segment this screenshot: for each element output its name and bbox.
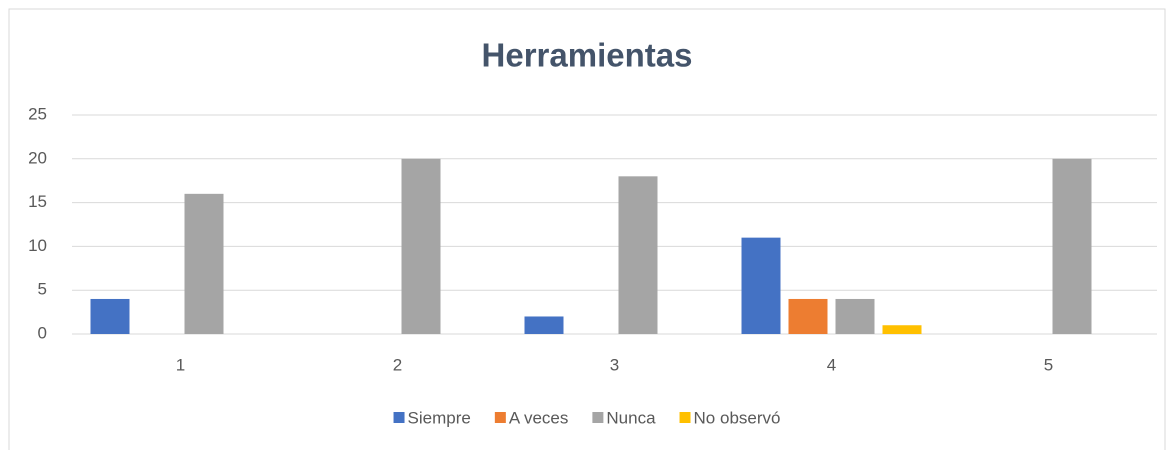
legend-swatch [679, 412, 691, 423]
legend-label: A veces [509, 408, 569, 427]
bar [524, 316, 564, 334]
y-tick-label: 20 [28, 148, 47, 167]
x-tick-label: 5 [1044, 355, 1053, 374]
legend-swatch [592, 412, 604, 423]
bar [90, 298, 130, 334]
bar [1052, 158, 1092, 334]
bar [835, 298, 875, 334]
bar [401, 158, 441, 334]
legend-label: Nunca [606, 408, 656, 427]
y-tick-label: 10 [28, 236, 47, 255]
y-tick-label: 25 [28, 104, 47, 123]
x-tick-label: 3 [610, 355, 619, 374]
bar [618, 176, 658, 334]
y-tick-label: 15 [28, 192, 47, 211]
bar [184, 193, 224, 334]
chart-title: Herramientas [482, 37, 693, 74]
x-tick-label: 2 [393, 355, 402, 374]
legend-label: Siempre [408, 408, 471, 427]
legend-label: No observó [694, 408, 781, 427]
y-tick-label: 5 [38, 280, 47, 299]
chart-frame [8, 8, 1166, 450]
bar [741, 237, 781, 334]
x-tick-label: 4 [827, 355, 836, 374]
x-tick-label: 1 [176, 355, 185, 374]
y-tick-label: 0 [38, 323, 47, 342]
legend-swatch [393, 412, 405, 423]
legend-swatch [494, 412, 506, 423]
bar [788, 298, 828, 334]
bar [882, 325, 922, 334]
